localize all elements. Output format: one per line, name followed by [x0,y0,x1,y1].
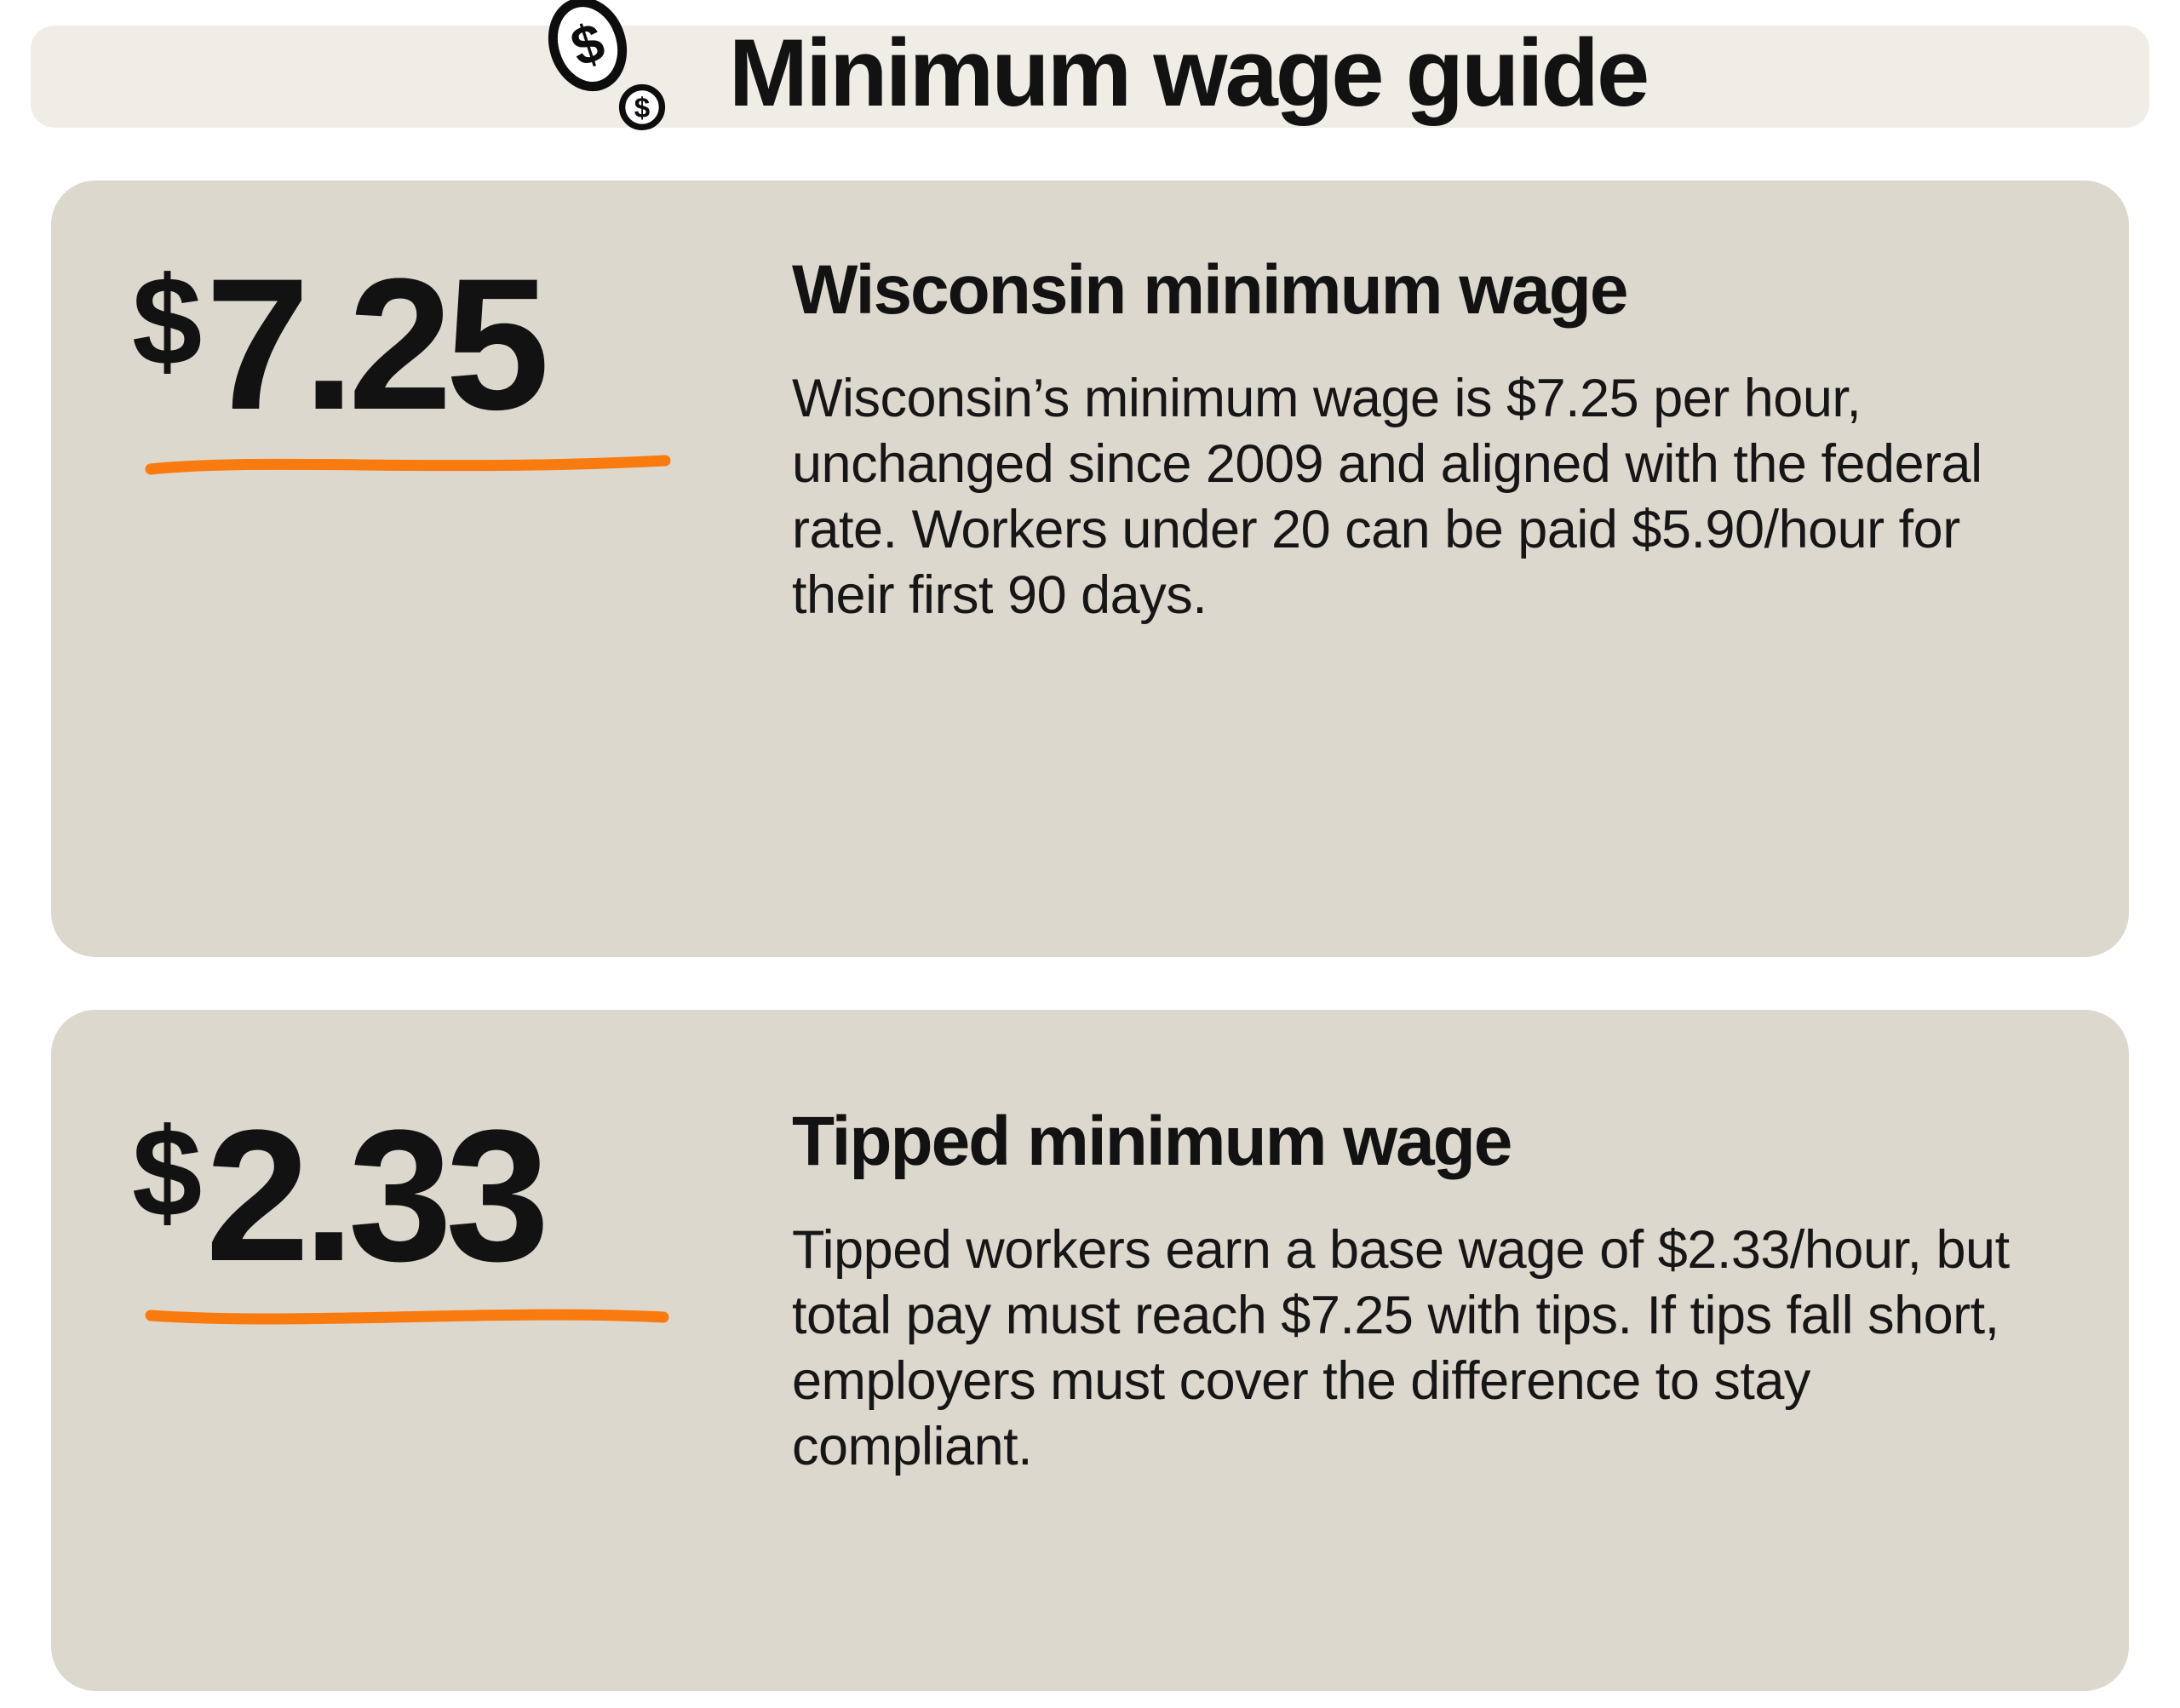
currency-symbol: $ [132,1103,203,1243]
text-column: Tipped minimum wage Tipped workers earn … [792,1102,2044,1480]
orange-underline [145,455,671,475]
card-body-text: Tipped workers earn a base wage of $2.33… [792,1220,2010,1476]
amount-value: 2.33 [205,1091,549,1300]
header-bar: $ $ Minimum wage guide [31,0,2149,130]
wage-card-tipped: $2.33 Tipped minimum wage Tipped workers… [51,1010,2129,1691]
orange-underline [145,1309,669,1325]
amount-column: $2.33 [132,1102,792,1333]
amount-column: $7.25 [132,250,792,481]
text-column: Wisconsin minimum wage Wisconsin’s minim… [792,250,2044,628]
amount-value: 7.25 [205,239,549,449]
wage-card-wisconsin: $7.25 Wisconsin minimum wage Wisconsin’s… [51,181,2129,957]
currency-symbol: $ [132,251,203,392]
small-coin-dollar-glyph: $ [634,93,649,124]
card-body-text: Wisconsin’s minimum wage is $7.25 per ho… [792,369,1982,625]
card-heading: Tipped minimum wage [792,1103,1512,1180]
wage-amount: $2.33 [132,1102,792,1289]
dollar-coins-icon: $ $ [548,0,665,130]
card-heading: Wisconsin minimum wage [792,251,1628,329]
wage-amount: $7.25 [132,250,792,438]
page-title: Minimum wage guide [728,20,1650,126]
